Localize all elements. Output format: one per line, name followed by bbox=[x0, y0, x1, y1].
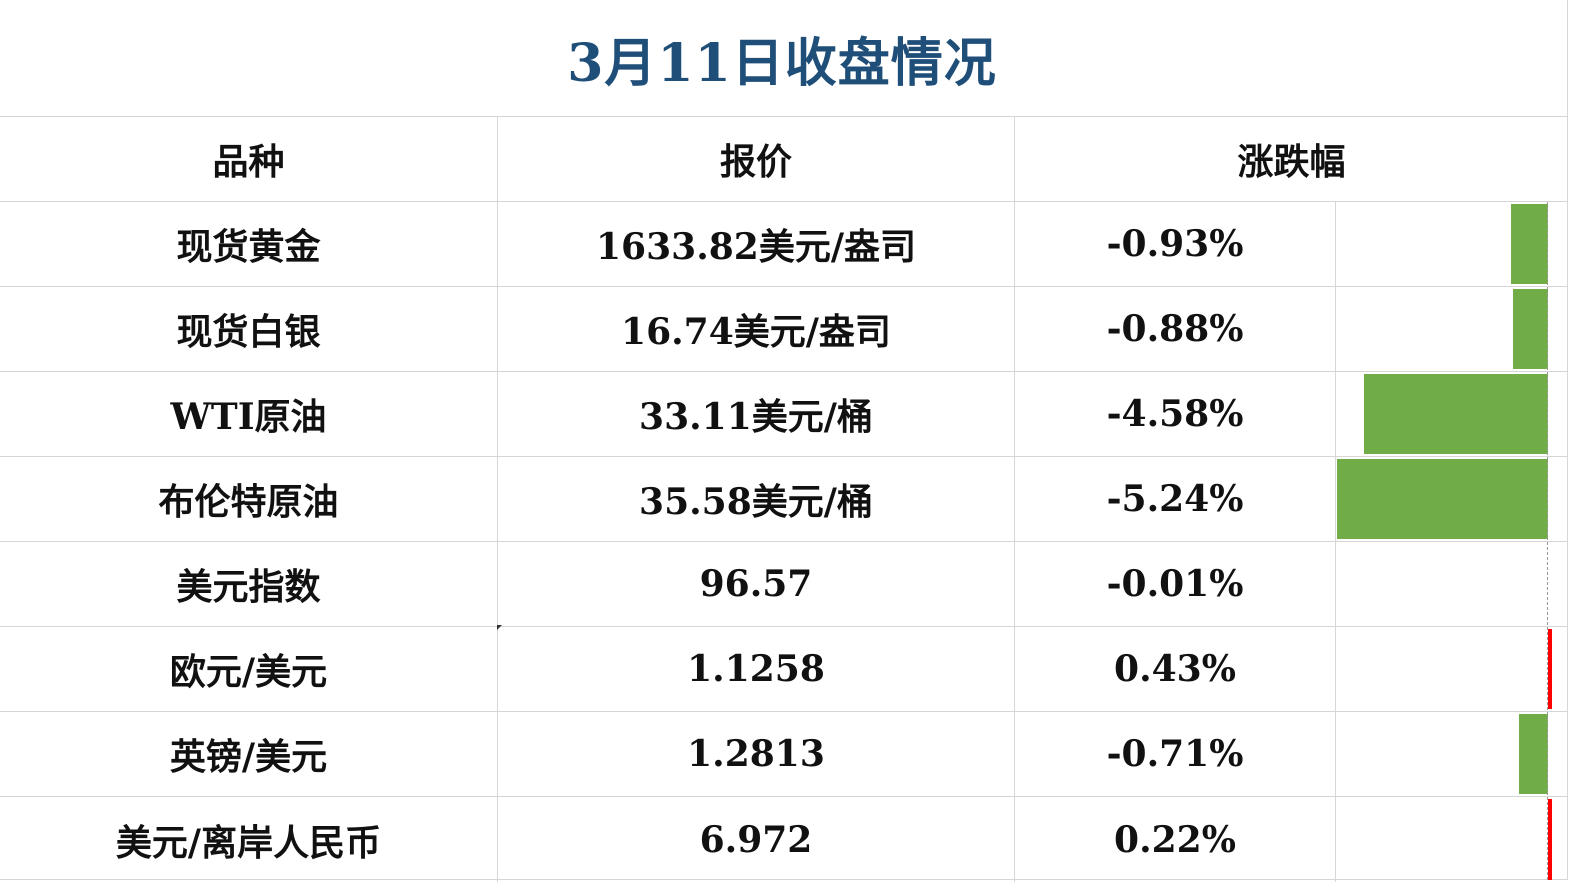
cell-change[interactable]: -0.71% bbox=[1106, 733, 1244, 775]
cell-comment-indicator bbox=[497, 625, 502, 630]
table-header-row: 品种 报价 涨跌幅 bbox=[0, 117, 1568, 202]
cell-price[interactable]: 35.58美元/桶 bbox=[498, 457, 1015, 541]
cell-databar[interactable] bbox=[1335, 287, 1568, 371]
cell-change[interactable]: -0.88% bbox=[1106, 308, 1244, 350]
cell-change[interactable]: -4.58% bbox=[1106, 393, 1244, 435]
table-row: 美元/离岸人民币 6.972 0.22% bbox=[0, 797, 1568, 882]
cell-name[interactable]: 英镑/美元 bbox=[0, 712, 498, 796]
cell-price[interactable]: 1.1258 bbox=[498, 627, 1015, 711]
market-table: 品种 报价 涨跌幅 现货黄金 1633.82美元/盎司 -0.93% 现货白银 … bbox=[0, 117, 1568, 882]
change-bar bbox=[1511, 204, 1548, 284]
cell-name[interactable]: 美元/离岸人民币 bbox=[0, 797, 498, 882]
cell-databar[interactable] bbox=[1335, 542, 1568, 626]
cell-change[interactable]: 0.22% bbox=[1114, 818, 1236, 861]
cell-change[interactable]: 0.43% bbox=[1114, 648, 1236, 690]
cell-databar[interactable] bbox=[1335, 457, 1568, 541]
cell-name[interactable]: 欧元/美元 bbox=[0, 627, 498, 711]
table-row: 布伦特原油 35.58美元/桶 -5.24% bbox=[0, 457, 1568, 542]
header-change[interactable]: 涨跌幅 bbox=[1237, 141, 1346, 183]
change-bar bbox=[1364, 374, 1548, 454]
table-row: 英镑/美元 1.2813 -0.71% bbox=[0, 712, 1568, 797]
cell-change[interactable]: -0.01% bbox=[1106, 563, 1244, 605]
cell-price[interactable]: 96.57 bbox=[498, 542, 1015, 626]
change-bar bbox=[1548, 629, 1552, 709]
cell-databar[interactable] bbox=[1335, 372, 1568, 456]
table-row: 欧元/美元 1.1258 0.43% bbox=[0, 627, 1568, 712]
spreadsheet: 3月11日收盘情况 品种 报价 涨跌幅 现货黄金 1633.82美元/盎司 -0… bbox=[0, 0, 1568, 882]
change-bar bbox=[1513, 289, 1548, 369]
cell-name[interactable]: 美元指数 bbox=[0, 542, 498, 626]
change-bar bbox=[1337, 459, 1548, 539]
cell-name[interactable]: WTI原油 bbox=[0, 372, 498, 456]
cell-price[interactable]: 1633.82美元/盎司 bbox=[498, 202, 1015, 286]
change-bar bbox=[1519, 714, 1548, 794]
cell-name[interactable]: 布伦特原油 bbox=[0, 457, 498, 541]
change-bar bbox=[1548, 799, 1552, 880]
page-title: 3月11日收盘情况 bbox=[567, 32, 997, 94]
table-row: 现货黄金 1633.82美元/盎司 -0.93% bbox=[0, 202, 1568, 287]
cell-databar[interactable] bbox=[1335, 797, 1568, 882]
header-name[interactable]: 品种 bbox=[0, 117, 498, 201]
cell-price[interactable]: 33.11美元/桶 bbox=[498, 372, 1015, 456]
title-row: 3月11日收盘情况 bbox=[0, 0, 1568, 117]
cell-change[interactable]: -0.93% bbox=[1106, 223, 1244, 265]
table-row: WTI原油 33.11美元/桶 -4.58% bbox=[0, 372, 1568, 457]
cell-price[interactable]: 1.2813 bbox=[498, 712, 1015, 796]
table-row: 美元指数 96.57 -0.01% bbox=[0, 542, 1568, 627]
databar-axis bbox=[1547, 202, 1548, 880]
cell-change[interactable]: -5.24% bbox=[1106, 478, 1244, 520]
cell-databar[interactable] bbox=[1335, 712, 1568, 796]
header-price[interactable]: 报价 bbox=[498, 117, 1015, 201]
cell-databar[interactable] bbox=[1335, 627, 1568, 711]
cell-price[interactable]: 16.74美元/盎司 bbox=[498, 287, 1015, 371]
cell-name[interactable]: 现货白银 bbox=[0, 287, 498, 371]
cell-name[interactable]: 现货黄金 bbox=[0, 202, 498, 286]
table-row: 现货白银 16.74美元/盎司 -0.88% bbox=[0, 287, 1568, 372]
cell-price[interactable]: 6.972 bbox=[498, 797, 1015, 882]
cell-databar[interactable] bbox=[1335, 202, 1568, 286]
